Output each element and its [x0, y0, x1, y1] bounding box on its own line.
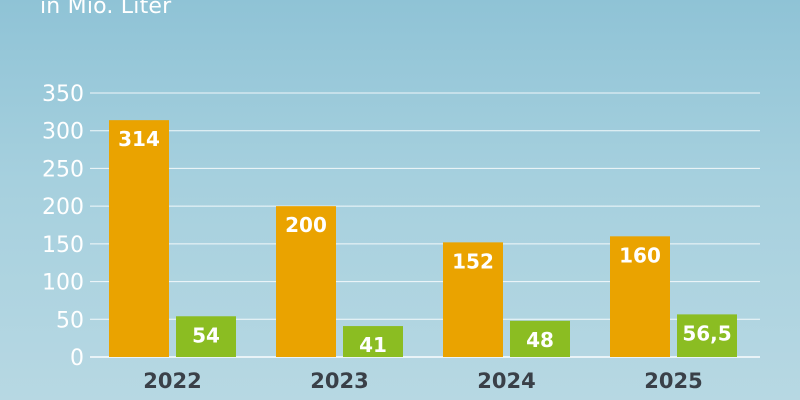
y-axis: 0 50 100 150 200 250 300 350	[42, 82, 84, 371]
y-tick-label: 300	[42, 120, 84, 145]
data-label: 56,5	[682, 321, 731, 345]
bar-2023-series2	[343, 326, 403, 357]
data-label: 48	[526, 328, 554, 352]
data-label: 314	[118, 127, 160, 151]
y-tick-label: 50	[56, 308, 84, 333]
x-category-label: 2023	[310, 369, 368, 393]
y-tick-label: 200	[42, 195, 84, 220]
bar-2023-series1	[276, 206, 336, 357]
bar-2022-series2	[176, 316, 236, 357]
bar-2024-series1	[443, 242, 503, 357]
data-label: 152	[452, 249, 494, 273]
data-label: 200	[285, 213, 327, 237]
chart-subtitle: in Mio. Liter	[40, 0, 172, 19]
data-label: 160	[619, 243, 661, 267]
y-tick-label: 250	[42, 157, 84, 182]
y-tick-label: 100	[42, 271, 84, 296]
x-axis: 2022 2023 2024 2025	[143, 369, 702, 393]
x-category-label: 2022	[143, 369, 201, 393]
bar-2024-series2	[510, 320, 570, 357]
y-tick-label: 150	[42, 233, 84, 258]
bar-2022-series1	[109, 120, 169, 357]
data-label: 41	[359, 333, 387, 357]
data-label: 54	[192, 323, 220, 347]
x-category-label: 2025	[644, 369, 702, 393]
bar-2025-series2	[677, 314, 737, 357]
y-tick-label: 0	[70, 346, 84, 371]
x-category-label: 2024	[477, 369, 535, 393]
bar-2025-series1	[610, 236, 670, 357]
bars: 314 54 200 41 152 48 160 56,5	[109, 120, 737, 357]
y-tick-label: 350	[42, 82, 84, 107]
